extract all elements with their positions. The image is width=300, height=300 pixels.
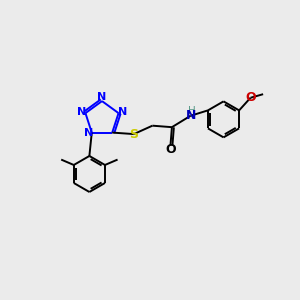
Text: H: H [188,106,195,116]
Text: N: N [77,106,86,117]
Text: N: N [83,128,93,138]
Text: O: O [165,143,176,156]
Text: N: N [118,106,127,117]
Text: N: N [98,92,106,103]
Text: O: O [245,91,256,104]
Text: N: N [186,109,197,122]
Text: S: S [129,128,138,141]
